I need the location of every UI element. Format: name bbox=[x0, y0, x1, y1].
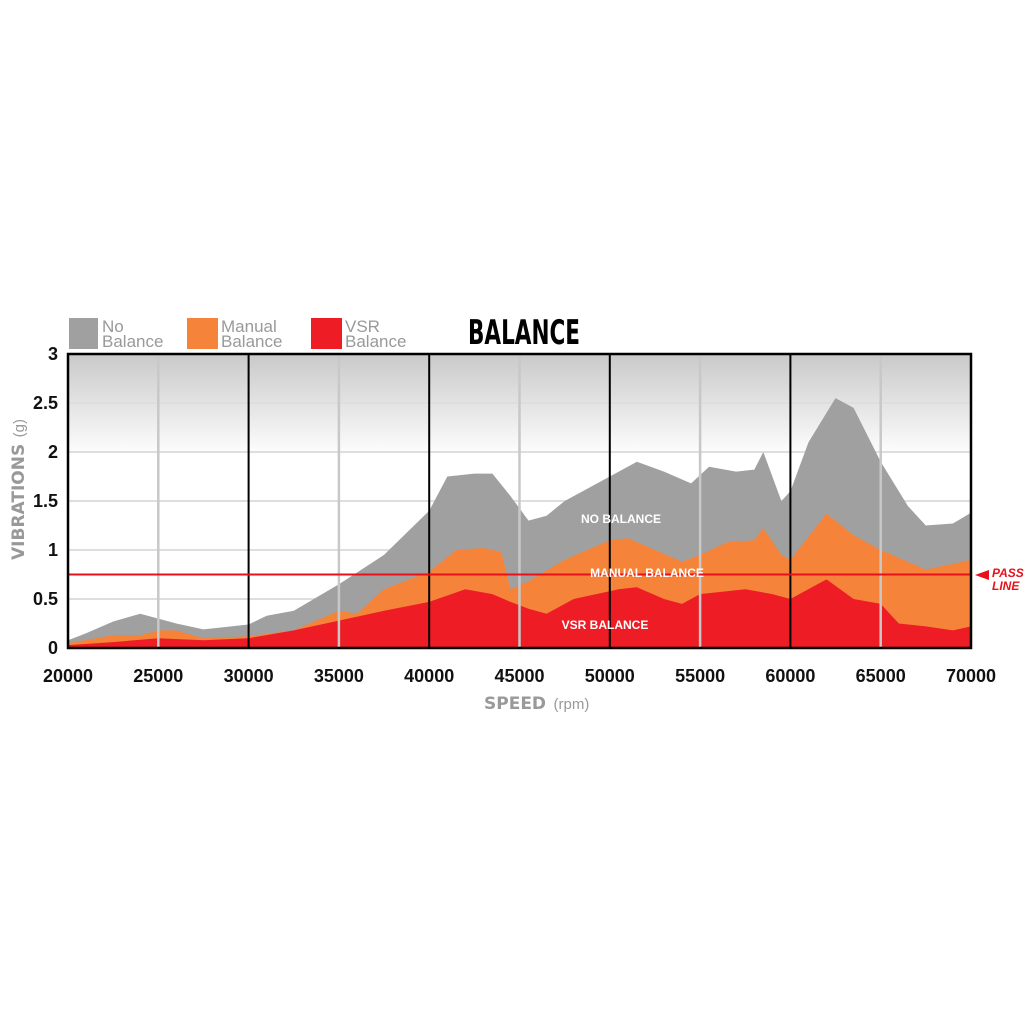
legend-label-manual-balance: Manual bbox=[221, 317, 277, 336]
x-tick-label: 35000 bbox=[314, 666, 364, 686]
x-tick-label: 65000 bbox=[856, 666, 906, 686]
y-axis-title: VIBRATIONS (g) bbox=[9, 419, 29, 560]
x-axis-unit: (rpm) bbox=[554, 696, 590, 713]
x-tick-label: 50000 bbox=[585, 666, 635, 686]
y-tick-label: 3 bbox=[48, 344, 58, 364]
pass-line-label: PASS bbox=[992, 566, 1024, 580]
y-tick-label: 0.5 bbox=[33, 589, 58, 609]
legend-label-manual-balance-2: Balance bbox=[221, 332, 282, 351]
chart-title: BALANCE bbox=[468, 313, 580, 353]
x-axis-label: SPEED bbox=[484, 694, 546, 714]
area-label-no-balance: NO BALANCE bbox=[581, 512, 661, 526]
x-tick-label: 25000 bbox=[133, 666, 183, 686]
x-tick-label: 40000 bbox=[404, 666, 454, 686]
legend-swatch-no-balance bbox=[69, 318, 98, 349]
x-axis-title: SPEED (rpm) bbox=[484, 694, 589, 714]
y-tick-label: 0 bbox=[48, 638, 58, 658]
legend-label-vsr-balance-2: Balance bbox=[345, 332, 406, 351]
x-tick-label: 70000 bbox=[946, 666, 996, 686]
plot-frame bbox=[66, 352, 973, 650]
legend-label-vsr-balance: VSR bbox=[345, 317, 380, 336]
x-tick-label: 60000 bbox=[765, 666, 815, 686]
x-tick-label: 45000 bbox=[494, 666, 544, 686]
legend-swatch-vsr-balance bbox=[311, 318, 342, 349]
legend-label-no-balance: No bbox=[102, 317, 124, 336]
y-tick-label: 1.5 bbox=[33, 491, 58, 511]
y-tick-label: 2.5 bbox=[33, 393, 58, 413]
y-tick-label: 2 bbox=[48, 442, 58, 462]
legend-label-no-balance-2: Balance bbox=[102, 332, 163, 351]
area-label-vsr-balance: VSR BALANCE bbox=[562, 618, 649, 632]
y-tick-label: 1 bbox=[48, 540, 58, 560]
area-label-manual-balance: MANUAL BALANCE bbox=[590, 566, 704, 580]
x-tick-label: 55000 bbox=[675, 666, 725, 686]
x-tick-label: 20000 bbox=[43, 666, 93, 686]
legend-swatch-manual-balance bbox=[187, 318, 218, 349]
legend: No Balance Manual Balance VSR Balance bbox=[69, 317, 406, 351]
y-axis-unit: (g) bbox=[11, 419, 28, 437]
pass-line-arrow-icon bbox=[975, 570, 989, 580]
pass-line-label-2: LINE bbox=[992, 579, 1020, 593]
y-axis-label: VIBRATIONS bbox=[9, 444, 29, 560]
x-tick-label: 30000 bbox=[224, 666, 274, 686]
